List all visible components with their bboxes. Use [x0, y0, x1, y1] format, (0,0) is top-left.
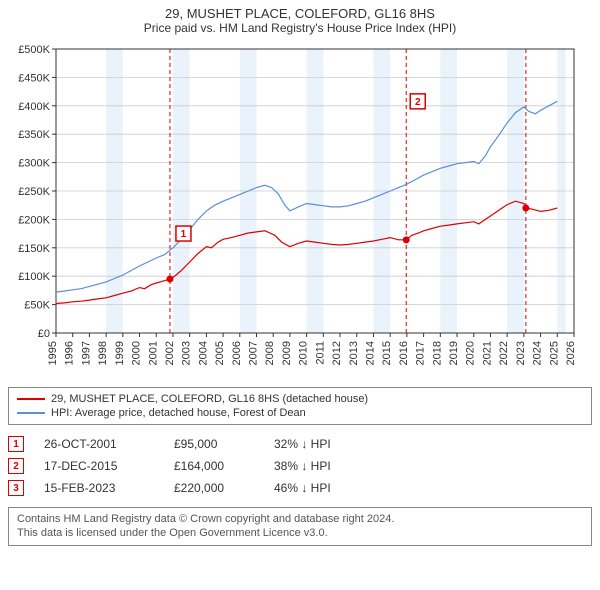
svg-text:£50K: £50K [24, 300, 50, 312]
svg-text:2: 2 [415, 97, 421, 108]
svg-text:£250K: £250K [18, 186, 50, 198]
sale-price: £95,000 [174, 437, 254, 451]
svg-text:2009: 2009 [281, 341, 293, 365]
svg-text:£350K: £350K [18, 129, 50, 141]
svg-text:2001: 2001 [147, 341, 159, 365]
sale-row: 2 17-DEC-2015 £164,000 38% ↓ HPI [8, 455, 592, 477]
legend-item: HPI: Average price, detached house, Fore… [17, 406, 583, 420]
svg-text:2021: 2021 [481, 341, 493, 365]
svg-text:2012: 2012 [331, 341, 343, 365]
legend-swatch [17, 398, 45, 400]
sale-date: 26-OCT-2001 [44, 437, 154, 451]
svg-text:£200K: £200K [18, 214, 50, 226]
svg-text:2026: 2026 [565, 341, 577, 365]
svg-text:£300K: £300K [18, 158, 50, 170]
root: 29, MUSHET PLACE, COLEFORD, GL16 8HS Pri… [0, 0, 600, 550]
footer-line2: This data is licensed under the Open Gov… [17, 526, 583, 540]
svg-text:2011: 2011 [314, 341, 326, 365]
svg-text:£0: £0 [38, 328, 50, 340]
sale-pct: 32% ↓ HPI [274, 437, 331, 451]
svg-text:2023: 2023 [515, 341, 527, 365]
svg-text:1999: 1999 [114, 341, 126, 365]
svg-text:£100K: £100K [18, 271, 50, 283]
svg-text:2019: 2019 [448, 341, 460, 365]
svg-text:2025: 2025 [548, 341, 560, 365]
legend: 29, MUSHET PLACE, COLEFORD, GL16 8HS (de… [8, 387, 592, 425]
svg-text:2014: 2014 [364, 341, 376, 365]
svg-text:2010: 2010 [298, 341, 310, 365]
sale-marker-box: 1 [8, 436, 24, 452]
chart-area: £0 £50K £100K £150K £200K £250K £300K £350K £400… [8, 41, 592, 381]
svg-text:2022: 2022 [498, 341, 510, 365]
page-title: 29, MUSHET PLACE, COLEFORD, GL16 8HS [8, 6, 592, 21]
sale-row: 1 26-OCT-2001 £95,000 32% ↓ HPI [8, 433, 592, 455]
svg-text:2004: 2004 [197, 341, 209, 365]
sale-date: 15-FEB-2023 [44, 481, 154, 495]
svg-text:2000: 2000 [131, 341, 143, 365]
svg-text:2008: 2008 [264, 341, 276, 365]
legend-label: 29, MUSHET PLACE, COLEFORD, GL16 8HS (de… [51, 393, 368, 405]
svg-text:1997: 1997 [80, 341, 92, 365]
svg-text:2007: 2007 [248, 341, 260, 365]
svg-text:£150K: £150K [18, 243, 50, 255]
footer-attribution: Contains HM Land Registry data © Crown c… [8, 507, 592, 546]
svg-text:2017: 2017 [415, 341, 427, 365]
sale-date: 17-DEC-2015 [44, 459, 154, 473]
footer-line1: Contains HM Land Registry data © Crown c… [17, 512, 583, 526]
svg-text:£400K: £400K [18, 101, 50, 113]
legend-item: 29, MUSHET PLACE, COLEFORD, GL16 8HS (de… [17, 392, 583, 406]
sale-row: 3 15-FEB-2023 £220,000 46% ↓ HPI [8, 477, 592, 499]
svg-text:2020: 2020 [465, 341, 477, 365]
page-subtitle: Price paid vs. HM Land Registry's House … [8, 21, 592, 35]
legend-label: HPI: Average price, detached house, Fore… [51, 407, 306, 419]
svg-text:£450K: £450K [18, 72, 50, 84]
sales-table: 1 26-OCT-2001 £95,000 32% ↓ HPI 2 17-DEC-2015… [8, 433, 592, 499]
svg-text:1: 1 [181, 229, 187, 240]
svg-text:2016: 2016 [398, 341, 410, 365]
line-chart: £0 £50K £100K £150K £200K £250K £300K £350K £400… [8, 41, 592, 381]
svg-text:1998: 1998 [97, 341, 109, 365]
sale-pct: 46% ↓ HPI [274, 481, 331, 495]
svg-text:2002: 2002 [164, 341, 176, 365]
sale-marker-box: 3 [8, 480, 24, 496]
svg-text:£500K: £500K [18, 44, 50, 56]
svg-text:2015: 2015 [381, 341, 393, 365]
svg-text:2013: 2013 [348, 341, 360, 365]
sale-price: £220,000 [174, 481, 254, 495]
svg-text:1995: 1995 [47, 341, 59, 365]
sale-marker-box: 2 [8, 458, 24, 474]
svg-text:1996: 1996 [64, 341, 76, 365]
svg-text:2003: 2003 [181, 341, 193, 365]
sale-pct: 38% ↓ HPI [274, 459, 331, 473]
legend-swatch [17, 412, 45, 414]
svg-text:2006: 2006 [231, 341, 243, 365]
svg-text:2024: 2024 [532, 341, 544, 365]
svg-text:2018: 2018 [431, 341, 443, 365]
sale-price: £164,000 [174, 459, 254, 473]
svg-text:2005: 2005 [214, 341, 226, 365]
